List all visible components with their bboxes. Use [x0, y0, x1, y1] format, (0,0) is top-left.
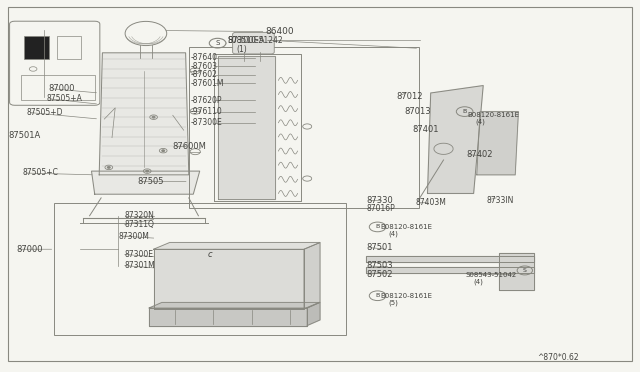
Text: (4): (4) — [388, 230, 398, 237]
Text: (4): (4) — [475, 119, 484, 125]
Polygon shape — [99, 53, 189, 175]
Polygon shape — [154, 243, 320, 249]
Text: 87600M: 87600M — [173, 142, 207, 151]
Text: 87505+C: 87505+C — [22, 169, 58, 177]
Text: 87301M: 87301M — [125, 261, 156, 270]
Text: 87501A: 87501A — [8, 131, 40, 140]
Bar — [24, 36, 49, 59]
Text: (5): (5) — [388, 300, 398, 307]
Bar — [189, 46, 419, 208]
Text: 87013: 87013 — [404, 107, 431, 116]
Text: S: S — [216, 40, 220, 46]
Text: 87505: 87505 — [138, 177, 164, 186]
Text: (1): (1) — [237, 45, 248, 54]
Text: B08120-8161E: B08120-8161E — [467, 112, 519, 118]
Text: S: S — [523, 268, 527, 273]
Text: B08120-8161E: B08120-8161E — [381, 224, 433, 230]
Text: S08510-51242: S08510-51242 — [227, 36, 283, 45]
Polygon shape — [218, 56, 275, 199]
Polygon shape — [366, 256, 534, 262]
Text: 87401: 87401 — [413, 125, 439, 134]
Text: 87012: 87012 — [397, 92, 423, 101]
Text: -87603: -87603 — [191, 62, 218, 71]
Text: 87330: 87330 — [366, 196, 393, 205]
Text: 87311Q: 87311Q — [125, 220, 155, 229]
Circle shape — [146, 170, 148, 172]
Text: 87502: 87502 — [366, 270, 392, 279]
Text: ^870*0.62: ^870*0.62 — [538, 353, 579, 362]
Text: 87000: 87000 — [49, 84, 75, 93]
FancyBboxPatch shape — [232, 32, 274, 54]
Circle shape — [108, 167, 110, 168]
Polygon shape — [428, 86, 483, 193]
Circle shape — [162, 150, 164, 151]
Circle shape — [152, 116, 155, 118]
Text: 86400: 86400 — [266, 27, 294, 36]
Text: B08120-8161E: B08120-8161E — [381, 293, 433, 299]
Text: 8733IN: 8733IN — [486, 196, 514, 205]
Text: 87300EA: 87300EA — [227, 36, 265, 45]
Text: -87640: -87640 — [191, 53, 218, 62]
Text: 87501: 87501 — [366, 243, 392, 252]
Polygon shape — [149, 308, 307, 326]
Bar — [54, 203, 346, 335]
Text: 87403M: 87403M — [416, 198, 447, 207]
Text: 87503: 87503 — [366, 262, 393, 270]
Bar — [21, 75, 95, 100]
Text: S08543-51042: S08543-51042 — [466, 272, 517, 278]
Text: 87402: 87402 — [466, 150, 492, 159]
Text: 87320N: 87320N — [125, 211, 155, 220]
Polygon shape — [154, 249, 304, 309]
Text: 87000: 87000 — [16, 245, 42, 254]
Polygon shape — [149, 302, 320, 308]
Text: -87602: -87602 — [191, 70, 218, 79]
Text: -976110: -976110 — [191, 107, 223, 116]
Bar — [57, 36, 81, 59]
Text: B: B — [463, 109, 467, 114]
Polygon shape — [92, 171, 200, 194]
Text: 87300M: 87300M — [118, 232, 149, 241]
Text: 87300E: 87300E — [125, 250, 154, 259]
Polygon shape — [366, 267, 534, 273]
Text: B: B — [376, 224, 380, 230]
Text: -87620P: -87620P — [191, 96, 222, 105]
Polygon shape — [307, 302, 320, 326]
Text: (4): (4) — [474, 279, 483, 285]
Text: c: c — [208, 250, 212, 259]
Text: -87601M: -87601M — [191, 79, 224, 88]
Text: -87300E: -87300E — [191, 118, 223, 127]
Text: 87505+D: 87505+D — [27, 108, 63, 117]
Polygon shape — [304, 243, 320, 309]
Text: 87016P: 87016P — [366, 204, 395, 213]
Polygon shape — [477, 112, 518, 175]
Text: 87505+A: 87505+A — [46, 94, 82, 103]
Text: B: B — [376, 293, 380, 298]
Polygon shape — [499, 253, 534, 290]
